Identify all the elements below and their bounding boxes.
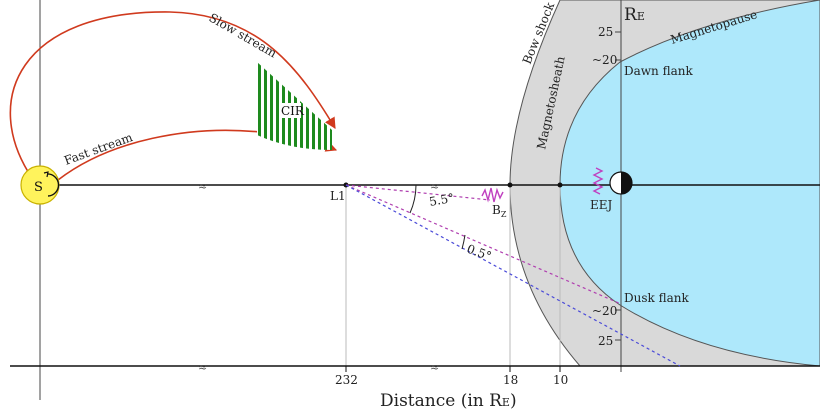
cir-label: CIR	[281, 104, 305, 118]
sun-label: S	[34, 180, 43, 195]
eej-wave-icon	[592, 167, 604, 195]
dawn-flank-label: Dawn flank	[624, 64, 693, 78]
angle-large-label: 5.5°	[428, 191, 455, 209]
sun-rotation-arrowhead-icon	[43, 171, 49, 178]
l1-label: L1	[330, 189, 346, 203]
axis-break: ≈	[198, 361, 207, 374]
y-tick-bottom-outer: 25	[598, 334, 613, 348]
y-tick-top-outer: 25	[598, 25, 613, 39]
cir-label-bg	[279, 103, 301, 118]
x-tick-232: 232	[335, 373, 358, 387]
bz-label: BZ	[492, 203, 507, 219]
angle-small-label: 0.5°	[465, 242, 493, 264]
y-tick-top-inner: ~20	[592, 53, 617, 67]
sun-rotation-icon	[46, 173, 60, 197]
x-axis-title: Distance (in RE)	[380, 391, 517, 411]
bow-shock-point	[507, 182, 513, 188]
dusk-flank-label: Dusk flank	[624, 291, 689, 305]
magnetopause-point	[557, 182, 563, 188]
axis-break: ≈	[198, 180, 207, 193]
re-axis-label: RE	[624, 5, 645, 25]
y-tick-bottom-inner: ~20	[592, 304, 617, 318]
angle-arc-large	[409, 184, 417, 214]
dusk-line-magenta	[345, 184, 622, 305]
earth-night-side	[621, 172, 632, 194]
x-tick-18: 18	[503, 373, 518, 387]
slow-stream-label: Slow stream	[207, 10, 280, 60]
x-tick-10: 10	[553, 373, 568, 387]
bz-wave-icon	[481, 187, 504, 203]
axis-break: ≈	[430, 180, 439, 193]
bz-line	[345, 184, 491, 201]
slow-stream-arrow	[9, 11, 336, 179]
fast-stream-label: Fast stream	[62, 130, 135, 168]
angle-arc-small	[461, 234, 466, 250]
axis-break: ≈	[430, 361, 439, 374]
eej-label: EEJ	[590, 198, 613, 212]
